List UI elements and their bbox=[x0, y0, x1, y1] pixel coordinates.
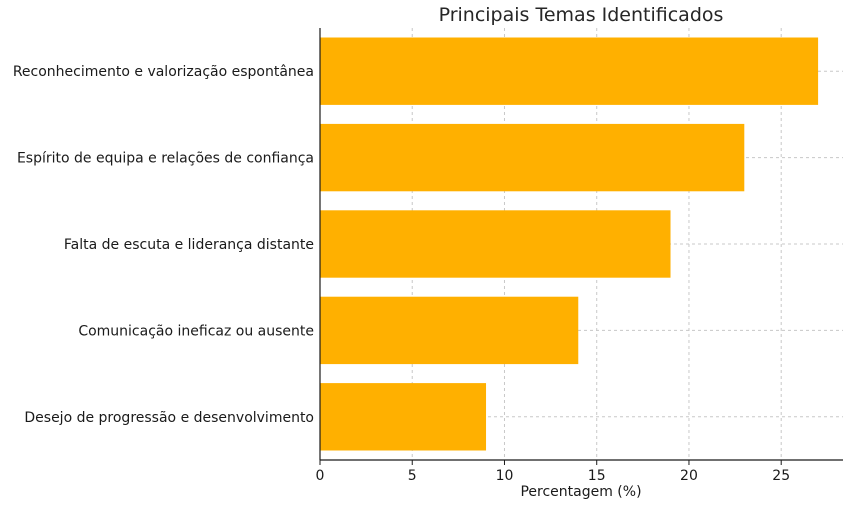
category-label-0: Reconhecimento e valorização espontânea bbox=[13, 64, 314, 80]
category-label-1: Espírito de equipa e relações de confian… bbox=[17, 151, 314, 167]
x-tick-label-5: 25 bbox=[772, 468, 790, 484]
chart-title: Principais Temas Identificados bbox=[439, 4, 724, 26]
x-axis-ticks: 0 5 10 15 20 25 bbox=[316, 460, 790, 484]
category-label-2: Falta de escuta e liderança distante bbox=[64, 237, 314, 253]
x-tick-label-4: 20 bbox=[680, 468, 698, 484]
bar-4 bbox=[320, 383, 487, 451]
category-label-4: Desejo de progressão e desenvolvimento bbox=[24, 410, 314, 426]
x-axis-title: Percentagem (%) bbox=[520, 484, 641, 500]
bar-2 bbox=[320, 210, 671, 278]
x-tick-label-2: 10 bbox=[496, 468, 514, 484]
axes bbox=[319, 28, 843, 461]
x-tick-label-1: 5 bbox=[408, 468, 417, 484]
x-tick-label-3: 15 bbox=[588, 468, 606, 484]
bar-1 bbox=[320, 123, 745, 192]
x-tick-label-0: 0 bbox=[316, 468, 325, 484]
category-label-3: Comunicação ineficaz ou ausente bbox=[78, 323, 314, 339]
bar-3 bbox=[320, 296, 579, 365]
bars bbox=[320, 37, 819, 451]
category-labels: Reconhecimento e valorização espontânea E… bbox=[13, 64, 314, 426]
bar-0 bbox=[320, 37, 819, 105]
